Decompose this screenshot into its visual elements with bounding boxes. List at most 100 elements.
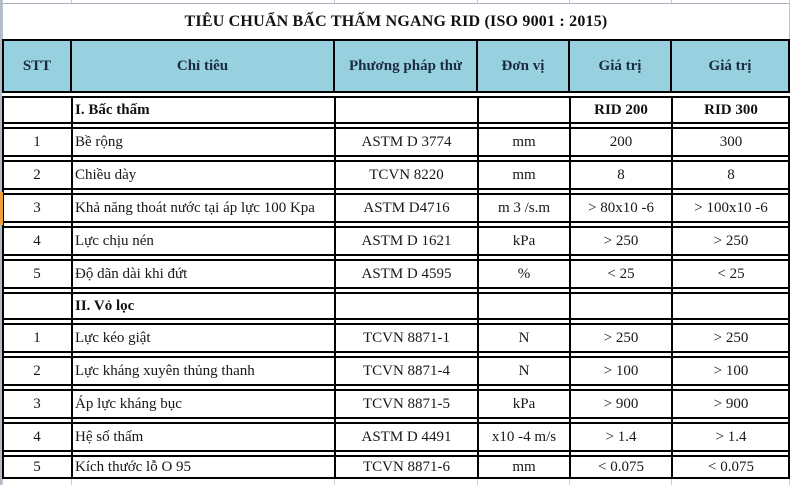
cell: > 250 [713, 329, 749, 346]
table-row: 2 Chiều dày TCVN 8220 mm 8 8 [2, 160, 790, 190]
cell: 8 [727, 166, 735, 183]
section-label: I. Bấc thấm [75, 101, 150, 118]
cell: 300 [719, 133, 743, 150]
cell: TCVN 8871-6 [362, 458, 451, 475]
table-row: 3 Áp lực kháng bục TCVN 8871-5 kPa > 900 > 90… [2, 389, 790, 419]
cell-empty [2, 98, 72, 122]
cell: > 100 [603, 362, 639, 379]
table-row: 5 Kích thước lỗ O 95 TCVN 8871-6 mm < 0.075 <… [2, 455, 790, 479]
table-row: 1 Lực kéo giật TCVN 8871-1 N > 250 > 250 [2, 323, 790, 353]
column-header-gia-tri-2: Giá trị [672, 41, 790, 91]
table-row: 4 Hệ số thấm ASTM D 4491 x10 -4 m/s > 1.4 > 1… [2, 422, 790, 452]
gridline-stubs [2, 479, 790, 485]
column-header-gia-tri-1: Giá trị [570, 41, 672, 91]
cell: Áp lực kháng bục [75, 395, 182, 412]
cell: 200 [609, 133, 633, 150]
table-row: 1 Bề rộng ASTM D 3774 mm 200 300 [2, 127, 790, 157]
cell: kPa [512, 395, 536, 412]
cell: 2 [33, 166, 41, 183]
cell: ASTM D 4491 [361, 428, 452, 445]
cell: mm [512, 166, 536, 183]
cell: 8 [617, 166, 625, 183]
cell: Lực kéo giật [75, 329, 151, 346]
cell-empty [2, 294, 72, 318]
product-model-label: RID 300 [704, 101, 758, 118]
section-header-row: II. Vỏ lọc [2, 292, 790, 320]
cell: Độ dãn dài khi đứt [75, 265, 188, 282]
page-title: TIÊU CHUẨN BẤC THẤM NGANG RID (ISO 9001 … [184, 12, 608, 30]
section-label: II. Vỏ lọc [75, 297, 135, 314]
cell: > 250 [713, 232, 749, 249]
cell: N [518, 362, 530, 379]
cell-empty [478, 98, 570, 122]
cell: > 1.4 [605, 428, 637, 445]
cell: Hệ số thấm [75, 428, 144, 445]
column-header-chi-tieu: Chỉ tiêu [72, 41, 335, 91]
table-row: 4 Lực chịu nén ASTM D 1621 kPa > 250 > 250 [2, 226, 790, 256]
table-body: I. Bấc thấm RID 200 RID 300 1 Bề rộng ASTM D … [2, 96, 790, 479]
cell: > 100x10 -6 [694, 199, 768, 216]
cell: % [517, 265, 531, 282]
partial-row-above [2, 0, 790, 3]
cell: TCVN 8871-1 [362, 329, 451, 346]
column-header-stt: STT [2, 41, 72, 91]
table-row: 2 Lực kháng xuyên thủng thanh TCVN 8871-4 N… [2, 356, 790, 386]
cell: > 250 [603, 232, 639, 249]
cell: > 80x10 -6 [588, 199, 654, 216]
cell-empty [335, 294, 478, 318]
cell: 2 [33, 362, 41, 379]
table-row: 3 Khả năng thoát nước tại áp lực 100 Kpa A… [2, 193, 790, 223]
cell: Bề rộng [75, 133, 123, 150]
cell: TCVN 8871-4 [362, 362, 451, 379]
cell: m 3 /s.m [497, 199, 551, 216]
cell: > 1.4 [715, 428, 747, 445]
cell: 1 [33, 133, 41, 150]
cell: ASTM D 4595 [361, 265, 452, 282]
cell: 3 [33, 199, 41, 216]
table-title-row: TIÊU CHUẨN BẤC THẤM NGANG RID (ISO 9001 … [2, 3, 790, 39]
product-model-label [672, 294, 790, 318]
cell: N [518, 329, 530, 346]
gridline-stubs [2, 0, 790, 3]
cell: Lực kháng xuyên thủng thanh [75, 362, 255, 379]
cell: Chiều dày [75, 166, 137, 183]
product-model-label: RID 200 [594, 101, 648, 118]
left-edge-marker [0, 192, 3, 225]
cell: > 900 [713, 395, 749, 412]
cell: 5 [33, 265, 41, 282]
left-edge-line [0, 0, 2, 485]
cell: < 25 [607, 265, 635, 282]
cell: Khả năng thoát nước tại áp lực 100 Kpa [75, 199, 315, 216]
cell: 1 [33, 329, 41, 346]
cell: TCVN 8220 [369, 166, 444, 183]
cell: < 0.075 [598, 458, 644, 475]
cell-empty [335, 98, 478, 122]
cell: mm [512, 458, 536, 475]
cell: < 0.075 [708, 458, 754, 475]
cell: 3 [33, 395, 41, 412]
table-row: 5 Độ dãn dài khi đứt ASTM D 4595% < 25 < 25 [2, 259, 790, 289]
cell: Kích thước lỗ O 95 [75, 458, 192, 475]
partial-row-below [2, 479, 790, 485]
cell: mm [512, 133, 536, 150]
cell: ASTM D 1621 [361, 232, 452, 249]
column-header-don-vi: Đơn vị [478, 41, 570, 91]
cell: > 900 [603, 395, 639, 412]
cell: > 250 [603, 329, 639, 346]
cell: > 100 [713, 362, 749, 379]
cell: 4 [33, 428, 41, 445]
product-model-label [570, 294, 672, 318]
cell-empty [478, 294, 570, 318]
cell: 5 [33, 458, 41, 475]
cell: Lực chịu nén [75, 232, 154, 249]
cell: ASTM D4716 [363, 199, 450, 216]
table-header-row: STT Chỉ tiêu Phương pháp thử Đơn vị Giá … [2, 39, 790, 93]
column-header-phuong-phap-thu: Phương pháp thử [335, 41, 478, 91]
standards-table: TIÊU CHUẨN BẤC THẤM NGANG RID (ISO 9001 … [2, 3, 790, 479]
cell: kPa [512, 232, 536, 249]
cell: < 25 [717, 265, 745, 282]
cell: TCVN 8871-5 [362, 395, 451, 412]
section-header-row: I. Bấc thấm RID 200 RID 300 [2, 96, 790, 124]
cell: x10 -4 m/s [491, 428, 557, 445]
